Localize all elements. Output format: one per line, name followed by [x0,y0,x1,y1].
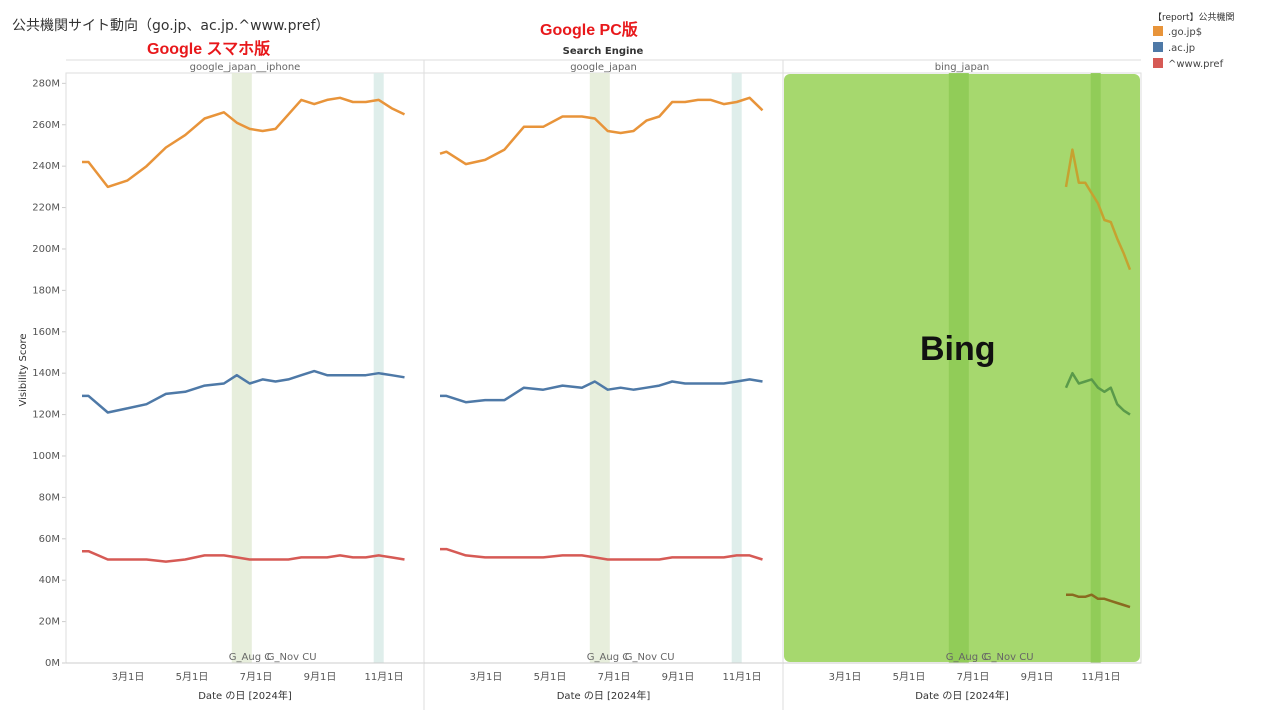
x-tick-label: 9月1日 [662,671,695,683]
legend-swatch [1153,42,1163,52]
update-label-aug: G_Aug C [229,652,271,663]
overlay-pc: Google PC版 [540,20,638,39]
update-label-nov: G_Nov CU [984,652,1034,663]
series-line-gojp [439,96,764,166]
panel-google_japan__iphone: google_japan__iphone G_Aug CG_Nov CU 3月1日 5… [65,59,425,710]
x-axis-title: Date の日 [2024年] [915,689,1009,702]
y-axis: 0M 20M 40M 60M 80M 100M 120M 140M 160M 180M 200M 22… [32,78,66,669]
series-line-wwwpref [440,547,763,561]
overlay-bing: Bing [920,330,996,368]
series-line-gojp [82,96,406,189]
legend-swatch [1153,58,1163,68]
x-tick-label: 7月1日 [240,671,273,683]
chart-title: 公共機関サイト動向（go.jp、ac.jp.^www.pref） [12,18,330,34]
x-tick-label: 9月1日 [304,671,337,683]
series-line-acjp [440,378,763,404]
legend-item: .ac.jp [1168,43,1195,54]
panel-bing_japan: bing_japan G_Aug CG_Nov CU 3月1日 5月1日 7月1日 9月1… [782,59,1142,702]
y-tick-label: 280M [32,78,60,89]
update-band [1090,73,1101,663]
y-tick-label: 20M [39,617,60,628]
x-tick-label: 3月1日 [470,671,503,683]
x-tick-label: 11月1日 [722,671,761,683]
x-tick-label: 5月1日 [893,671,926,683]
y-tick-label: 0M [45,658,60,669]
update-band [948,73,969,663]
x-axis-title: Date の日 [2024年] [557,689,651,702]
update-band [731,73,742,663]
series-line-wwwpref [1066,593,1131,609]
y-tick-label: 40M [39,575,60,586]
overlay-smartphone: Google スマホ版 [147,39,270,58]
y-tick-label: 260M [32,120,60,131]
panel-label: google_japan__iphone [190,62,301,73]
update-band [231,73,252,663]
y-tick-label: 200M [32,244,60,255]
y-tick-label: 240M [32,161,60,172]
x-tick-label: 5月1日 [534,671,567,683]
legend: .go.jp$ .ac.jp ^www.pref [1153,26,1224,70]
y-tick-label: 140M [32,368,60,379]
series-line-wwwpref [82,549,405,563]
panel-google_japan: google_japan G_Aug CG_Nov CU 3月1日 5月1日 7月1日 9… [423,59,784,710]
y-tick-label: 80M [39,492,60,503]
x-tick-label: 5月1日 [176,671,209,683]
x-tick-label: 3月1日 [112,671,145,683]
legend-item: .go.jp$ [1168,27,1202,38]
update-label-nov: G_Nov CU [267,652,317,663]
panel-label: bing_japan [935,62,990,73]
series-line-acjp [1064,371,1131,416]
y-tick-label: 60M [39,534,60,545]
legend-item: ^www.pref [1168,59,1224,70]
y-tick-label: 160M [32,327,60,338]
x-tick-label: 11月1日 [364,671,403,683]
y-tick-label: 100M [32,451,60,462]
legend-swatch [1153,26,1163,36]
y-tick-label: 180M [32,285,60,296]
x-tick-label: 7月1日 [957,671,990,683]
update-band [373,73,384,663]
series-line-acjp [82,369,405,414]
y-tick-label: 120M [32,410,60,421]
x-tick-label: 3月1日 [829,671,862,683]
x-tick-label: 9月1日 [1021,671,1054,683]
panel-label: google_japan [570,62,637,73]
engine-header: Search Engine [563,46,644,57]
legend-title: 【report】公共機関 [1153,11,1235,23]
update-label-nov: G_Nov CU [625,652,675,663]
y-axis-title: Visibility Score [18,333,29,406]
x-tick-label: 11月1日 [1081,671,1120,683]
update-label-aug: G_Aug C [946,652,988,663]
series-line-gojp [1064,148,1132,271]
update-label-aug: G_Aug C [587,652,629,663]
update-band [589,73,610,663]
y-tick-label: 220M [32,203,60,214]
x-axis-title: Date の日 [2024年] [198,689,292,702]
x-tick-label: 7月1日 [598,671,631,683]
